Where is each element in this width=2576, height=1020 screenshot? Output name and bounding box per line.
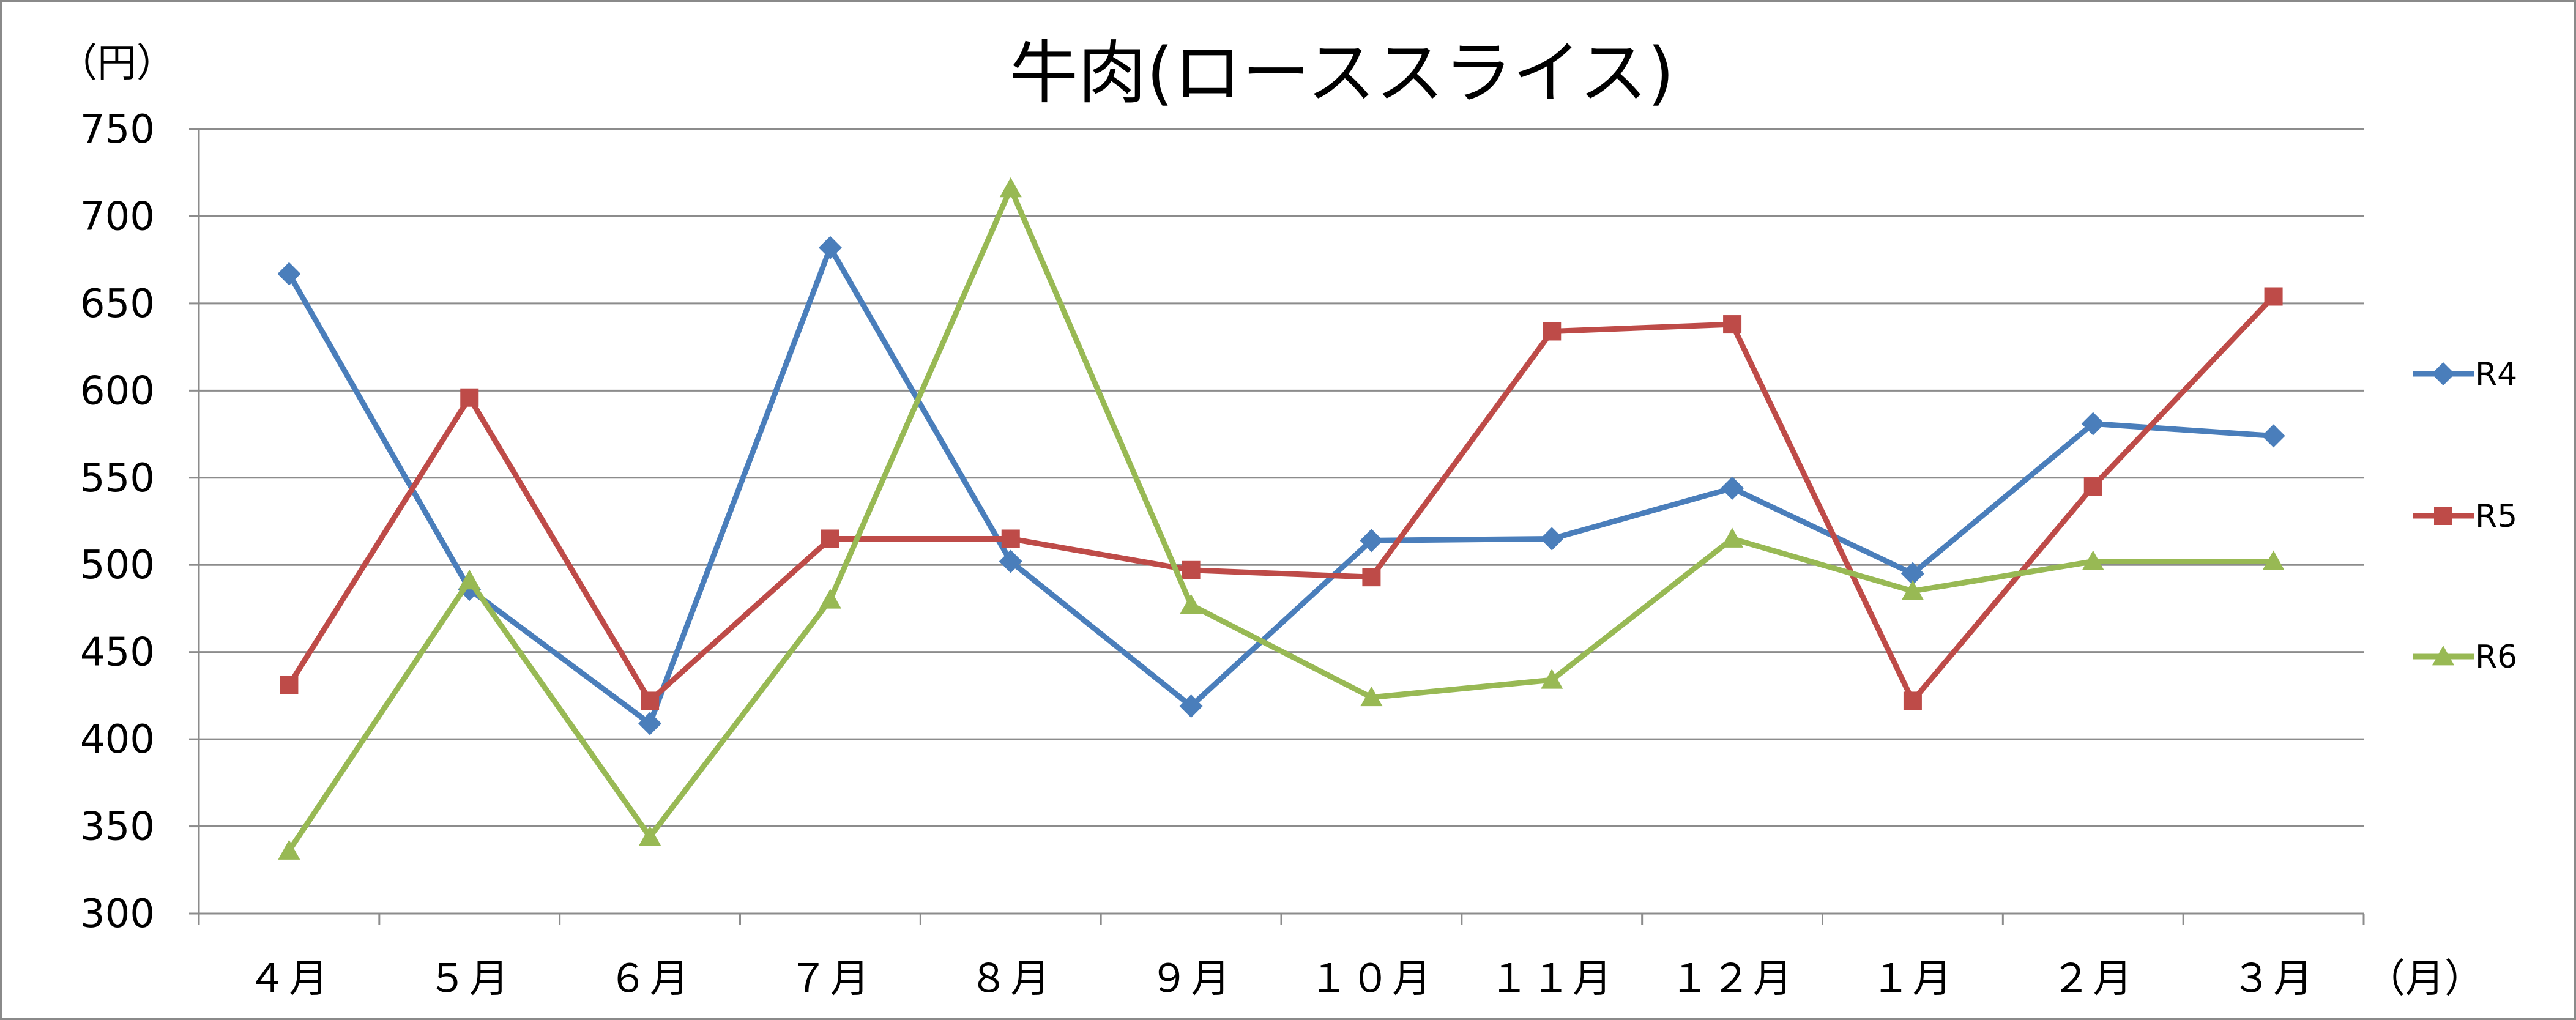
data-point-r6 [1901, 579, 1924, 600]
data-point-r6 [999, 177, 1022, 198]
series-r5 [280, 287, 2283, 710]
x-tick-label: ８月 [969, 956, 1052, 1002]
data-point-r5 [280, 676, 299, 694]
data-point-r5 [1001, 529, 1020, 548]
x-tick-label: １月 [1871, 956, 1954, 1002]
data-point-r4 [638, 712, 662, 735]
y-tick-label: 600 [80, 368, 155, 414]
legend-label: R5 [2475, 498, 2517, 535]
x-tick-label: ６月 [608, 956, 691, 1002]
x-tick-label: ５月 [428, 956, 511, 1002]
series-line-r6 [286, 185, 2277, 854]
legend-item-r4: R4 [2413, 356, 2517, 393]
legend-marker [2434, 507, 2452, 525]
data-point-r5 [2083, 477, 2102, 496]
data-point-r6 [2262, 550, 2285, 570]
legend-label: R6 [2475, 639, 2517, 676]
y-tick-label: 300 [80, 892, 155, 937]
data-point-r5 [1723, 315, 1742, 334]
series-line-r4 [286, 245, 2277, 726]
data-point-r5 [1543, 322, 1562, 341]
legend: R4 R5 R6 [2413, 356, 2517, 676]
grid-lines [199, 128, 2364, 828]
data-point-r6 [639, 825, 661, 846]
legend-marker [2432, 646, 2454, 666]
data-point-r4 [1540, 527, 1564, 551]
axes [189, 128, 2365, 925]
x-tick-labels: ４月 ５月 ６月 ７月 ８月 ９月 １０月 １１月 １２月 １月 ２月 ３月 [247, 956, 2315, 1002]
y-tick-label: 650 [80, 281, 155, 327]
data-point-r5 [641, 691, 660, 710]
data-point-r4 [2261, 424, 2285, 448]
data-point-r4 [818, 236, 842, 259]
data-point-r4 [1721, 476, 1744, 500]
x-tick-label: １０月 [1309, 956, 1434, 1002]
data-point-r4 [2081, 412, 2105, 436]
legend-label: R4 [2475, 356, 2517, 393]
data-point-r5 [1903, 691, 1922, 710]
data-point-r5 [1182, 560, 1201, 579]
data-point-r4 [1360, 529, 1383, 553]
legend-marker [2432, 362, 2455, 385]
x-tick-label: ３月 [2232, 956, 2315, 1002]
series-r4 [277, 236, 2285, 735]
data-point-r6 [1721, 527, 1744, 548]
x-tick-label: ７月 [789, 956, 872, 1002]
y-tick-label: 500 [80, 543, 155, 588]
data-point-r6 [2082, 550, 2104, 570]
y-tick-labels: 300 350 400 450 500 550 600 650 700 750 [80, 107, 155, 937]
y-tick-label: 350 [80, 805, 155, 850]
x-axis-unit-label: （月） [2366, 956, 2484, 1002]
x-tick-label: １１月 [1489, 956, 1614, 1002]
data-point-r6 [1541, 669, 1563, 689]
data-point-r6 [1180, 594, 1202, 614]
data-point-r5 [2264, 287, 2283, 306]
data-point-r6 [819, 589, 841, 609]
x-tick-label: １２月 [1670, 956, 1795, 1002]
data-series [277, 177, 2285, 860]
legend-item-r6: R6 [2413, 639, 2517, 676]
x-tick-label: ９月 [1150, 956, 1233, 1002]
legend-item-r5: R5 [2413, 498, 2517, 535]
data-point-r5 [821, 529, 839, 548]
y-tick-label: 750 [80, 107, 155, 152]
data-point-r5 [460, 388, 479, 407]
y-tick-label: 550 [80, 456, 155, 501]
data-point-r4 [1179, 694, 1203, 718]
data-point-r6 [278, 839, 300, 860]
series-line-r5 [286, 293, 2277, 704]
series-r6 [278, 177, 2285, 860]
chart-title: 牛肉(ローススライス) [1010, 34, 1674, 113]
y-tick-label: 450 [80, 630, 155, 676]
data-point-r4 [277, 262, 301, 286]
data-point-r6 [458, 569, 481, 590]
x-tick-label: ２月 [2052, 956, 2135, 1002]
data-point-r5 [1362, 568, 1381, 587]
y-axis-unit-label: （円） [58, 41, 176, 86]
y-tick-label: 400 [80, 717, 155, 762]
x-tick-label: ４月 [247, 956, 330, 1002]
y-tick-label: 700 [80, 194, 155, 239]
data-point-r6 [1360, 686, 1383, 707]
data-point-r4 [999, 549, 1022, 573]
data-point-r4 [1900, 562, 1924, 586]
